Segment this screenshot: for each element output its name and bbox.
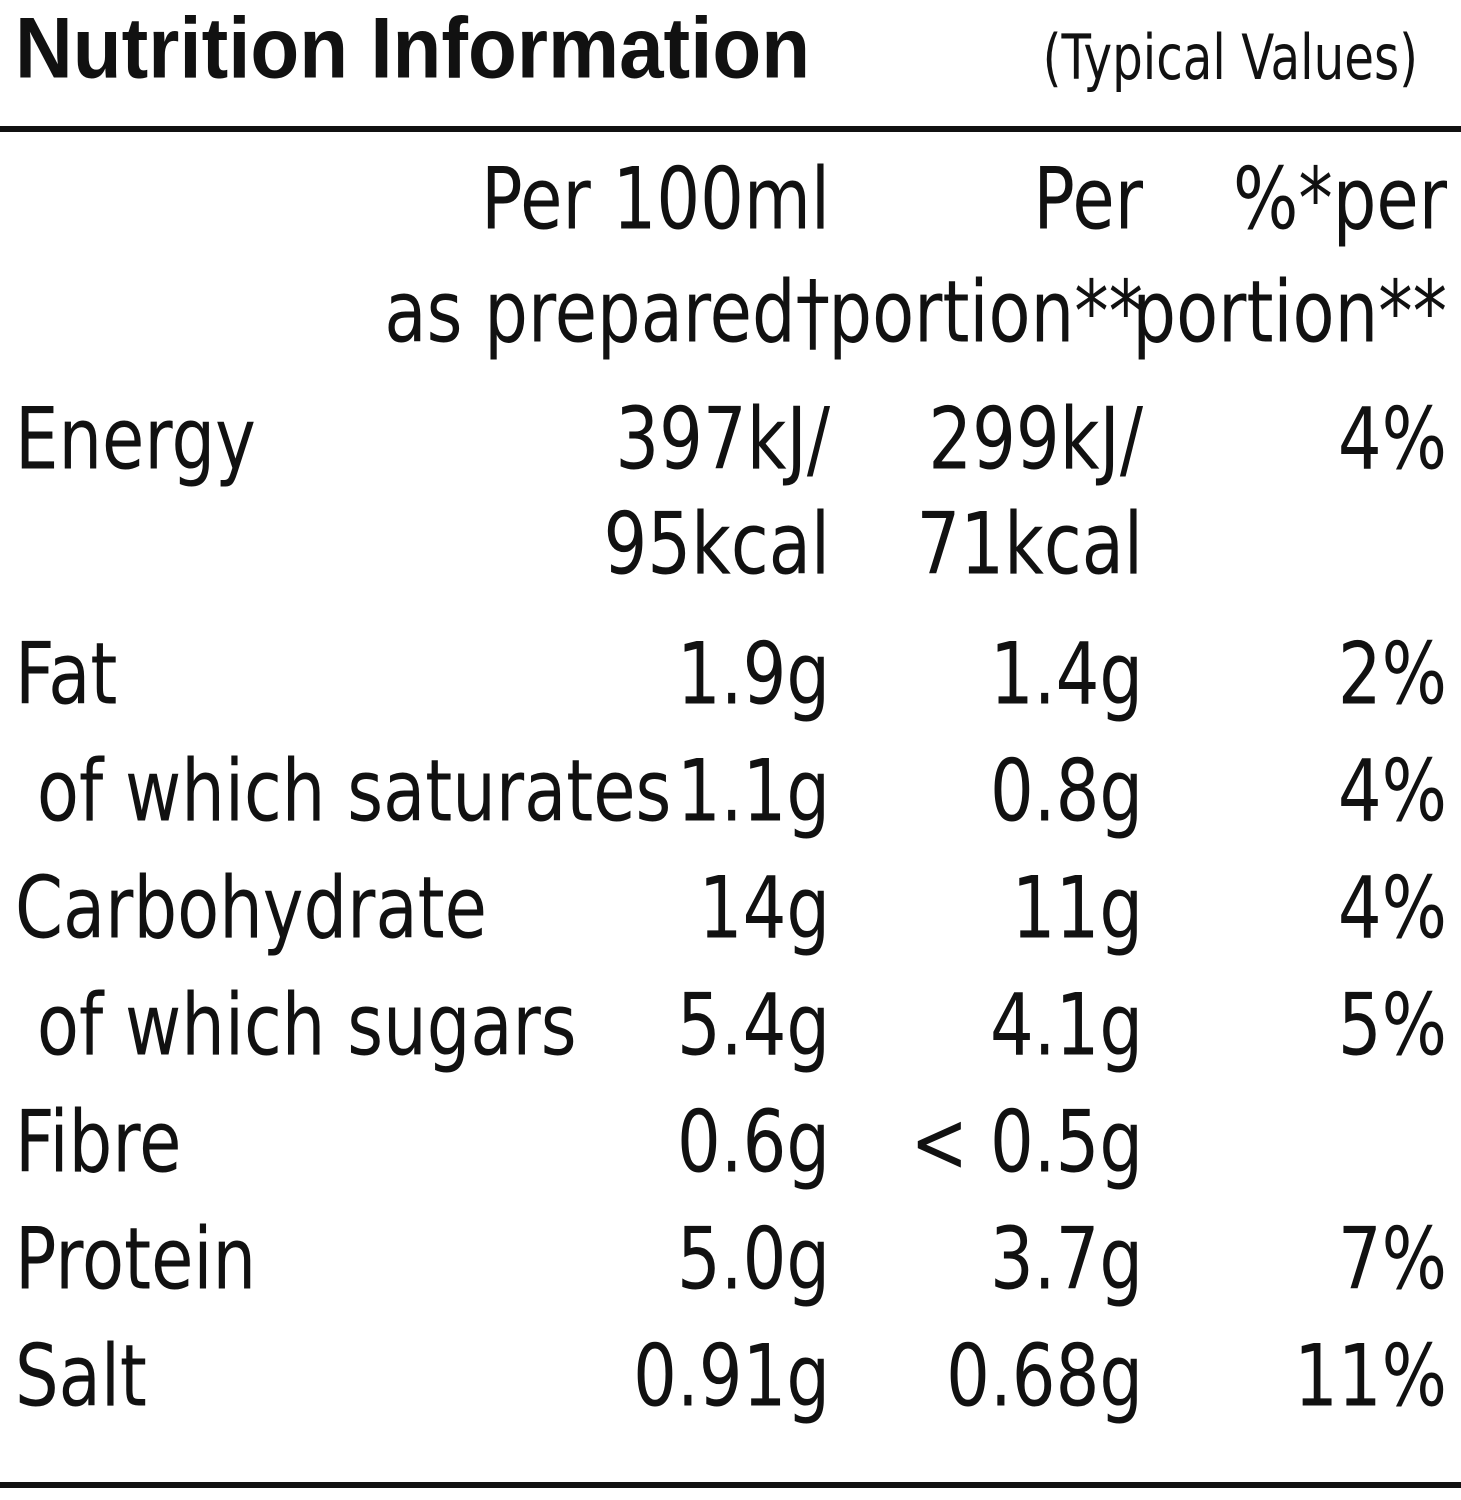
row-label: Energy [15, 390, 256, 489]
cell-value: 0.6g [677, 1093, 830, 1192]
column-header: as prepared† [384, 263, 830, 362]
cell-value: 0.91g [633, 1327, 830, 1426]
cell-value: 11g [1012, 859, 1143, 958]
cell-value: 1.4g [990, 625, 1143, 724]
cell-value: 0.8g [990, 742, 1143, 841]
column-header: Per [1033, 150, 1143, 249]
cell-value: 4% [1338, 859, 1447, 958]
row-label: Carbohydrate [15, 859, 487, 958]
column-header: portion** [828, 263, 1143, 362]
cell-value: 4% [1338, 390, 1447, 489]
cell-value: 95kcal [604, 495, 830, 594]
cell-value: 1.9g [677, 625, 830, 724]
column-header: %*per [1233, 150, 1448, 249]
row-label: of which saturates [15, 742, 671, 841]
cell-value: 299kJ/ [928, 390, 1143, 489]
cell-value: 2% [1338, 625, 1447, 724]
bottom-rule [0, 1482, 1461, 1488]
cell-value: 71kcal [917, 495, 1143, 594]
cell-value: 7% [1338, 1210, 1447, 1309]
cell-value: 1.1g [677, 742, 830, 841]
row-label: Fibre [15, 1093, 181, 1192]
table: Per 100ml as prepared† Per portion** %*per po… [15, 150, 1448, 1426]
row-label: Protein [15, 1210, 256, 1309]
cell-value: 4.1g [990, 976, 1143, 1075]
subtitle: (Typical Values) [1043, 22, 1418, 94]
row-label: Fat [15, 625, 117, 724]
cell-value: 3.7g [990, 1210, 1143, 1309]
title: Nutrition Information [15, 0, 810, 96]
cell-value: 5.4g [677, 976, 830, 1075]
row-label: Salt [15, 1327, 147, 1426]
cell-value: 14g [699, 859, 830, 958]
cell-value: 397kJ/ [615, 390, 830, 489]
column-header: portion** [1132, 263, 1447, 362]
cell-value: 5.0g [677, 1210, 830, 1309]
cell-value: 5% [1338, 976, 1447, 1075]
cell-value: 11% [1294, 1327, 1447, 1426]
column-header: Per 100ml [481, 150, 830, 249]
cell-value: 4% [1338, 742, 1447, 841]
row-label: of which sugars [15, 976, 577, 1075]
cell-value: 0.68g [946, 1327, 1143, 1426]
cell-value: < 0.5g [910, 1093, 1143, 1192]
top-rule [0, 126, 1461, 132]
